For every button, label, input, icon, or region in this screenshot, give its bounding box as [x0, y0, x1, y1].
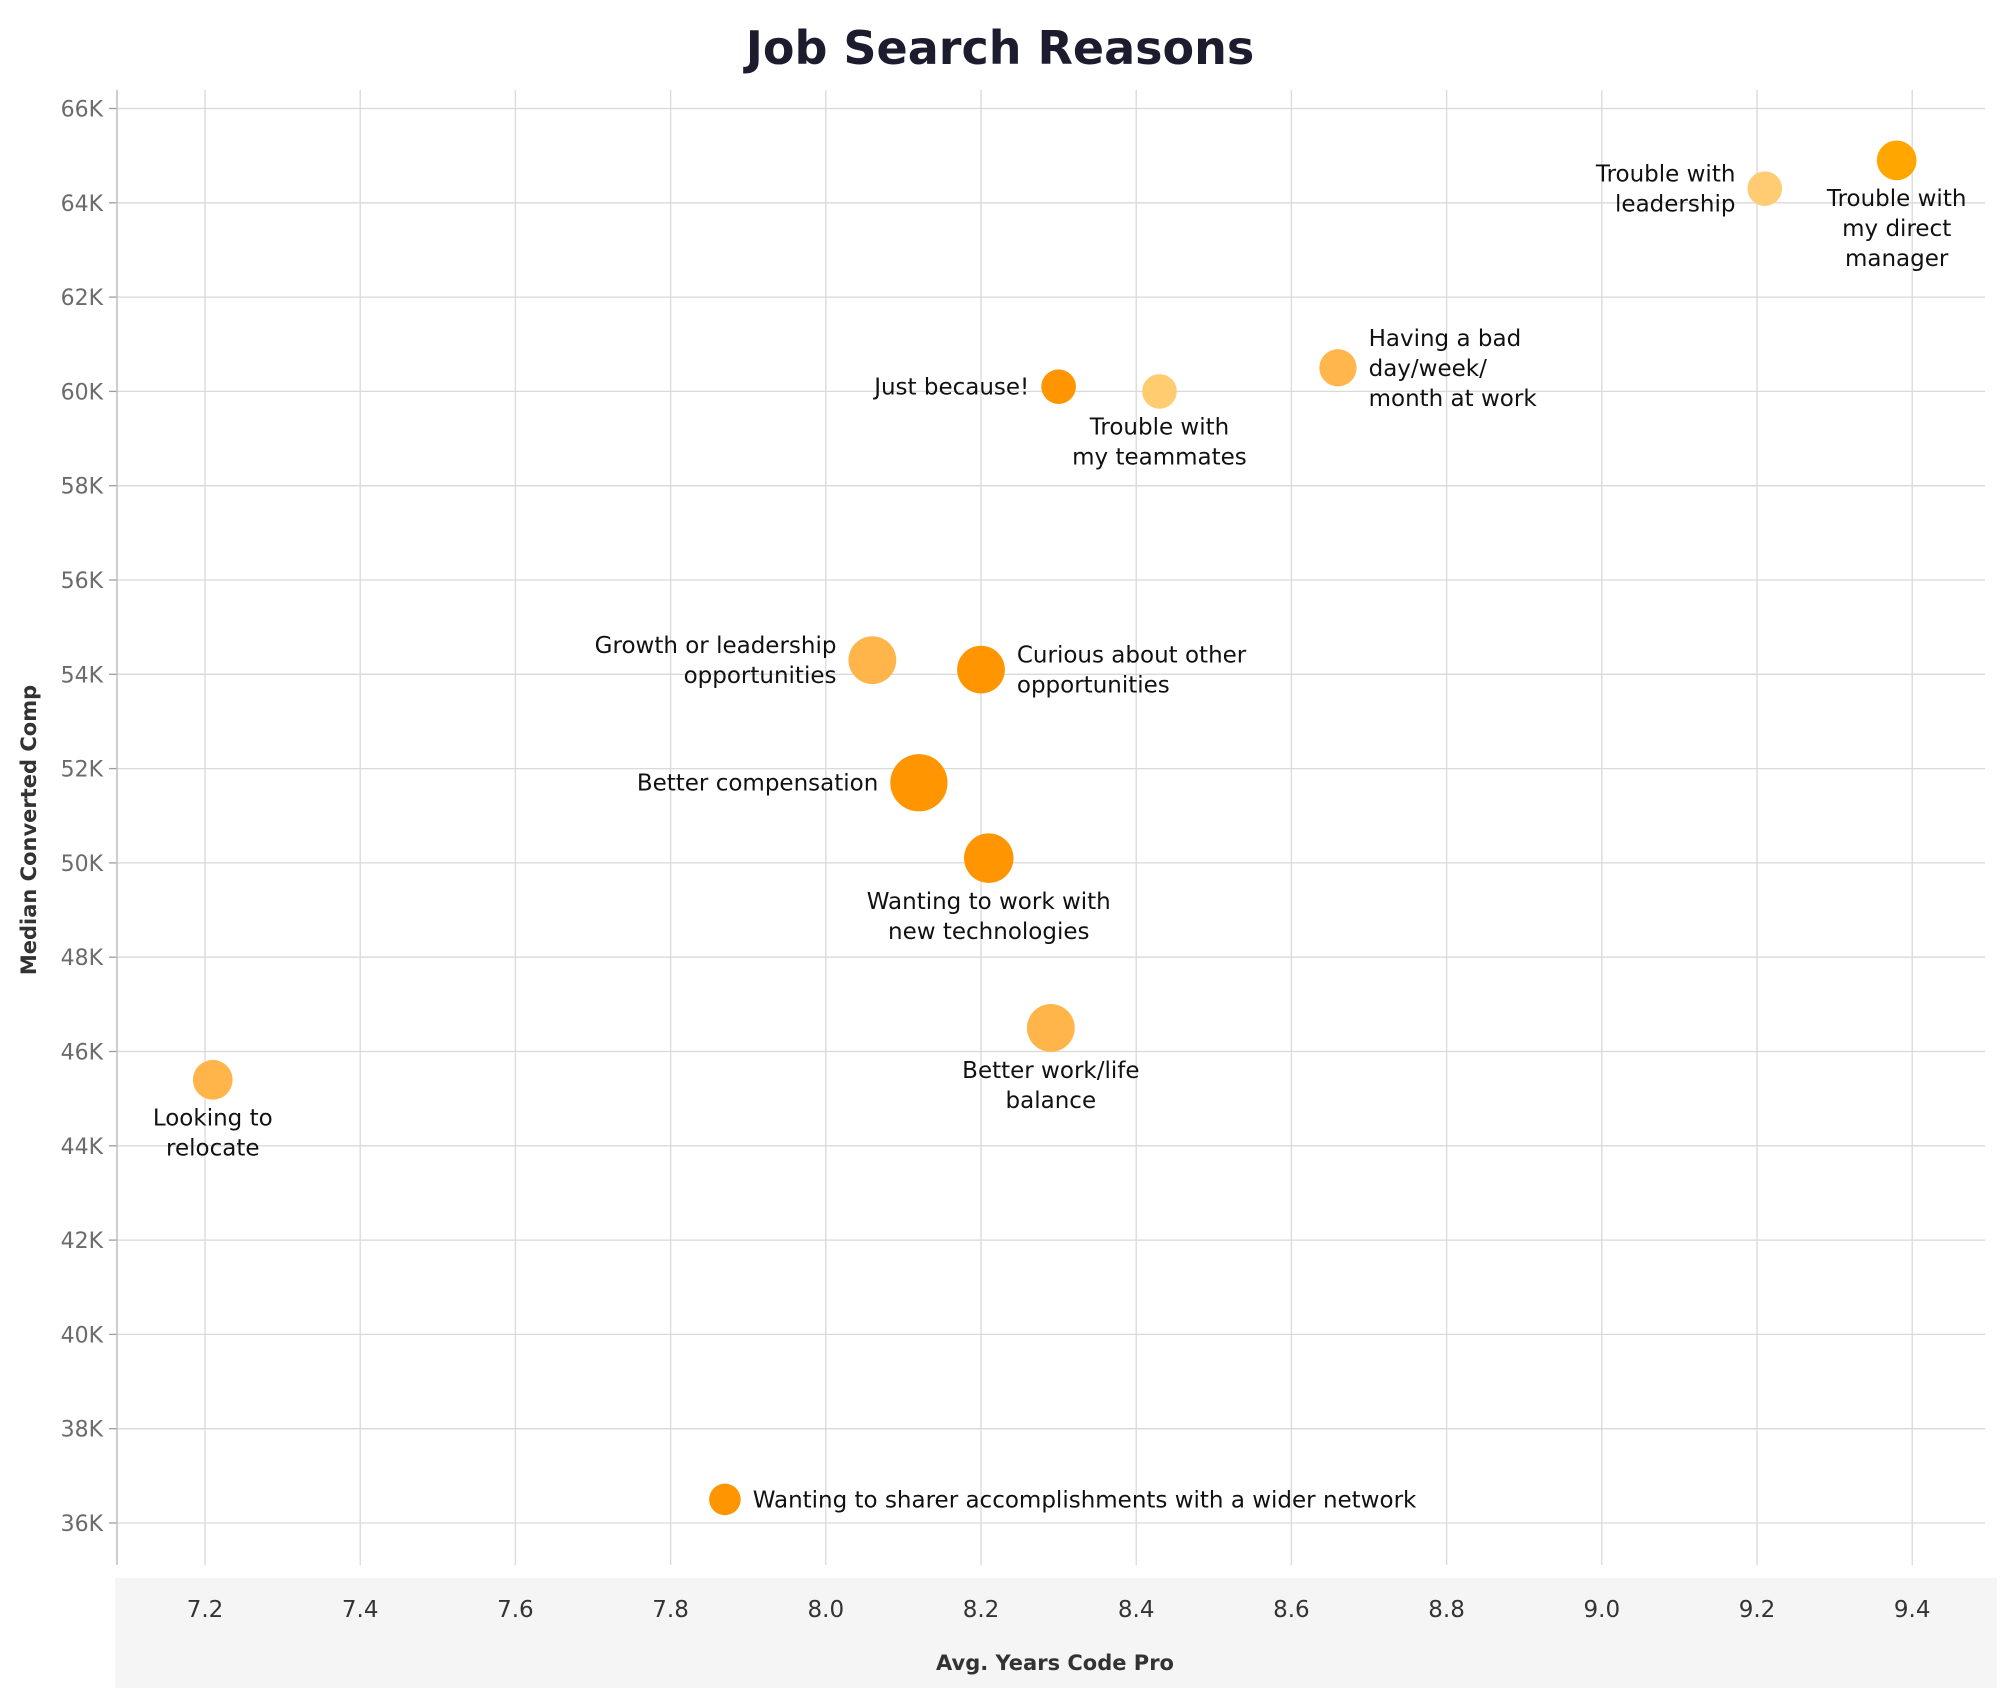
data-point: [1747, 171, 1783, 206]
data-point: [1319, 349, 1357, 387]
x-tick-label: 7.8: [652, 1597, 689, 1623]
point-label: Having a bad day/week/month at work: [1369, 326, 1538, 412]
y-tick-label: 48K: [61, 946, 104, 971]
data-point: [1876, 140, 1917, 181]
y-tick-label: 36K: [61, 1512, 104, 1537]
x-tick-label: 8.8: [1428, 1597, 1465, 1623]
data-point: [963, 833, 1014, 883]
x-tick-label: 8.4: [1118, 1597, 1155, 1623]
data-point: [709, 1483, 741, 1516]
y-axis-ticks: 36K 38K 40K 42K 44K 46K 48K 50K 52K 54K 56K 58K 60K 6…: [61, 98, 117, 1537]
x-tick-label: 8.2: [963, 1597, 1000, 1623]
x-tick-label: 9.4: [1894, 1597, 1931, 1623]
data-point: [192, 1059, 233, 1100]
point-label: Wanting to work with new technologies: [867, 889, 1111, 945]
y-tick-label: 58K: [61, 475, 104, 500]
x-gridlines: [204, 90, 1913, 1565]
y-gridlines: [117, 107, 1985, 1524]
point-label: Growth or leadership opportunities: [595, 633, 837, 689]
y-tick-label: 54K: [61, 663, 104, 688]
y-tick-label: 46K: [61, 1041, 104, 1066]
point-label: Better compensation: [637, 771, 878, 797]
point-label: Curious about other opportunities: [1017, 643, 1247, 699]
x-tick-label: 7.2: [187, 1597, 224, 1623]
y-tick-label: 40K: [61, 1323, 104, 1348]
point-label: Looking to relocate: [153, 1106, 273, 1162]
point-label: Wanting to sharer accomplishments with a…: [753, 1487, 1417, 1513]
y-tick-label: 66K: [61, 98, 104, 123]
data-point: [848, 636, 897, 685]
x-tick-label: 7.4: [342, 1597, 379, 1623]
y-tick-label: 52K: [61, 758, 104, 783]
data-points: [192, 140, 1917, 1516]
y-tick-label: 42K: [61, 1229, 104, 1254]
data-point: [1142, 374, 1177, 409]
x-tick-label: 8.6: [1273, 1597, 1310, 1623]
x-axis-label: Avg. Years Code Pro: [936, 1651, 1174, 1675]
data-point: [957, 645, 1005, 694]
y-tick-label: 62K: [61, 286, 104, 311]
data-point: [1026, 1004, 1075, 1052]
point-label: Trouble with my direct manager: [1826, 186, 1967, 272]
x-tick-label: 9.0: [1584, 1597, 1621, 1623]
data-point: [890, 754, 948, 812]
x-axis-band: [115, 1578, 1997, 1688]
y-tick-label: 60K: [61, 380, 104, 405]
y-tick-label: 64K: [61, 192, 104, 217]
chart-title: Job Search Reasons: [743, 21, 1255, 75]
x-axis-ticks: 7.2 7.4 7.6 7.8 8.0 8.2 8.4 8.6 8.8 9.0 9.2 9.4: [187, 1597, 1931, 1623]
y-tick-label: 44K: [61, 1135, 104, 1160]
x-tick-label: 7.6: [497, 1597, 534, 1623]
y-tick-label: 56K: [61, 569, 104, 594]
point-label: Just because!: [872, 375, 1029, 401]
point-labels: Trouble with my direct manager Trouble with…: [153, 162, 1967, 1514]
y-axis-label: Median Converted Comp: [17, 685, 41, 975]
point-label: Better work/life balance: [962, 1058, 1139, 1114]
point-label: Trouble with leadership: [1595, 162, 1736, 218]
x-tick-label: 8.0: [808, 1597, 845, 1623]
y-tick-label: 38K: [61, 1418, 104, 1443]
y-tick-label: 50K: [61, 852, 104, 877]
x-tick-label: 9.2: [1739, 1597, 1776, 1623]
data-point: [1041, 369, 1076, 404]
point-label: Trouble with my teammates: [1072, 415, 1247, 471]
